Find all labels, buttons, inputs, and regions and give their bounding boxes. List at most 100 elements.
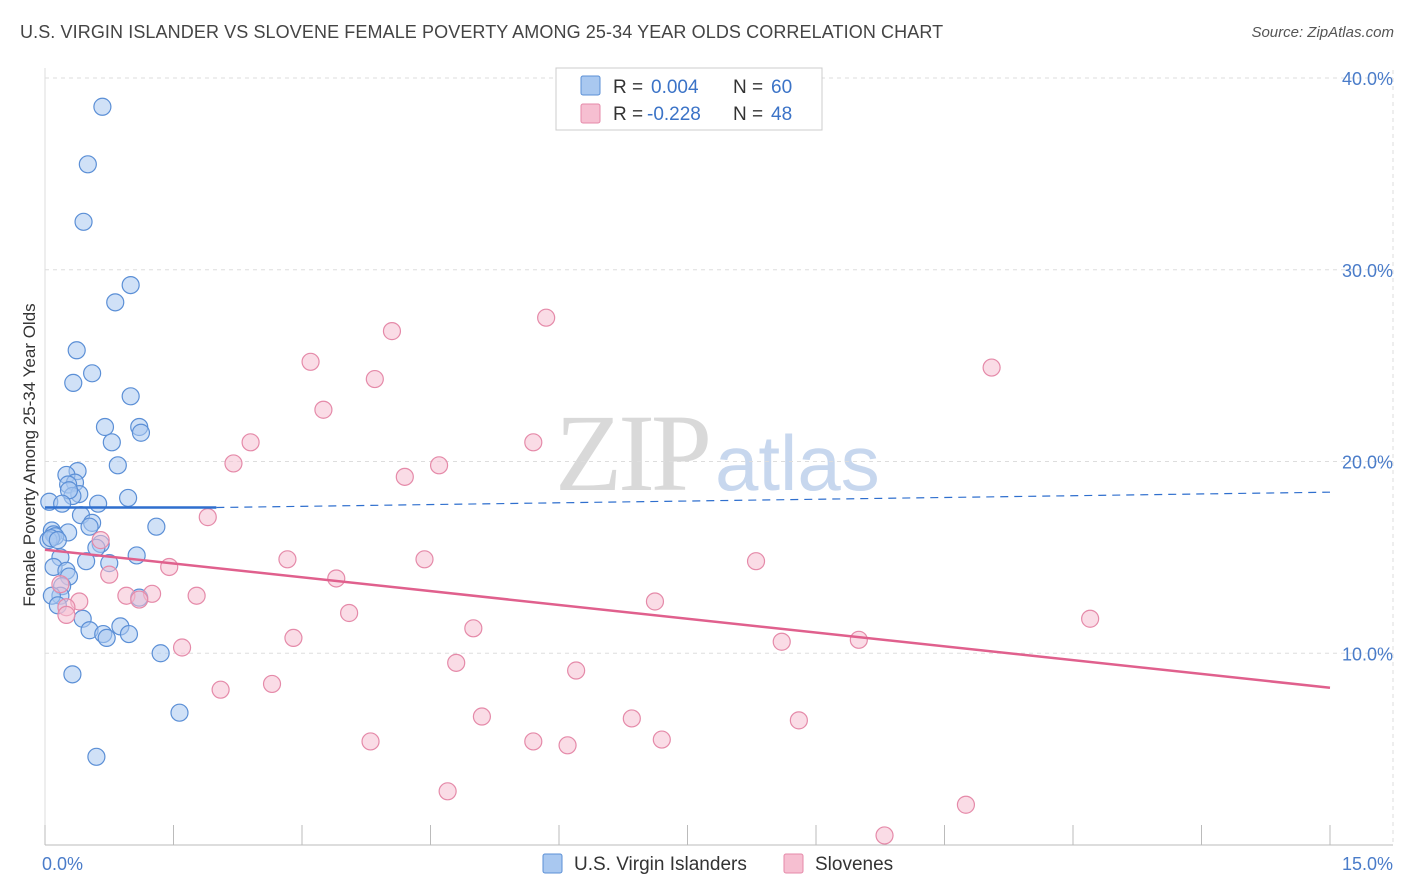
slovenes-point — [772, 632, 791, 651]
chart-source: Source: ZipAtlas.com — [1251, 24, 1394, 41]
grid-lines — [44, 68, 1394, 845]
virgin-islanders-point — [102, 433, 121, 452]
slovenes-point — [262, 674, 282, 694]
slovenes-point — [51, 575, 70, 594]
legend-n-label-blue: N = — [733, 77, 763, 98]
slovenes-point — [472, 707, 491, 726]
virgin-islanders-point — [131, 423, 151, 442]
virgin-islanders-point — [170, 703, 189, 722]
slovenes-point — [567, 661, 586, 680]
virgin-islanders-point — [89, 494, 108, 513]
virgin-islanders-point — [78, 155, 97, 174]
bottom-legend: U.S. Virgin Islanders Slovenes — [542, 853, 893, 875]
virgin-islanders-point — [121, 387, 140, 406]
virgin-islanders-point — [95, 417, 115, 437]
slovenes-point — [645, 592, 665, 611]
legend-r-label-blue: R = — [613, 77, 643, 98]
slovenes-point — [524, 433, 543, 452]
virgin-islanders-point — [121, 275, 140, 295]
virgin-islanders-point — [108, 456, 127, 475]
bottom-legend-swatch-pink — [783, 853, 804, 874]
virgin-islanders-point — [80, 517, 99, 536]
virgin-islanders-point — [77, 552, 96, 571]
legend-r-value-pink: -0.228 — [647, 104, 701, 125]
axes — [44, 825, 1393, 846]
bottom-legend-label-blue: U.S. Virgin Islanders — [574, 854, 747, 875]
virgin-islanders-point — [106, 293, 125, 312]
y-tick-label: 20.0% — [1342, 453, 1393, 473]
slovenes-point — [172, 638, 192, 657]
legend-r-label-pink: R = — [613, 104, 643, 125]
virgin-islanders-point — [93, 97, 112, 116]
legend-n-value-pink: 48 — [771, 104, 792, 125]
virgin-islanders-point — [118, 488, 138, 508]
slovenes-point — [211, 680, 230, 699]
slovenes-point — [652, 730, 671, 749]
slovenes-point — [187, 586, 206, 605]
watermark-zip: ZIP — [555, 392, 708, 514]
slovenes-point — [558, 736, 577, 755]
virgin-islanders-point — [48, 531, 67, 550]
y-axis-label: Female Poverty Among 25-34 Year Olds — [20, 303, 39, 606]
series-slovenes-points — [51, 308, 1100, 845]
slovenes-point — [622, 709, 641, 728]
y-tick-label: 40.0% — [1342, 69, 1393, 89]
slovenes-point — [524, 732, 543, 751]
slovenes-point — [1081, 609, 1100, 628]
slovenes-point — [382, 322, 402, 341]
slovenes-point — [301, 352, 320, 371]
virgin-islanders-point — [147, 517, 166, 536]
virgin-islanders-point — [97, 628, 116, 648]
slovenes-point — [130, 590, 149, 609]
legend-n-label-pink: N = — [733, 104, 763, 125]
slovenes-point — [746, 552, 766, 571]
slovenes-point — [956, 795, 976, 814]
slovenes-point — [365, 369, 384, 389]
chart-title: U.S. VIRGIN ISLANDER VS SLOVENE FEMALE P… — [20, 22, 944, 42]
slovenes-trend — [44, 548, 1331, 690]
slovenes-point — [224, 454, 243, 473]
bottom-legend-label-pink: Slovenes — [815, 854, 893, 875]
bottom-legend-swatch-blue — [542, 853, 563, 874]
slovenes-point — [982, 358, 1001, 377]
slovenes-point — [361, 732, 380, 751]
legend: R = 0.004 N = 60 R = -0.228 N = 48 — [555, 67, 823, 131]
slovenes-point — [241, 433, 260, 452]
virgin-islanders-point — [74, 212, 93, 231]
slovenes-point — [327, 569, 346, 588]
x-tick-label-min: 0.0% — [42, 854, 83, 874]
legend-swatch-blue — [580, 75, 601, 96]
trend-lines — [44, 491, 1331, 690]
slovenes-point — [160, 557, 179, 577]
slovenes-point — [789, 711, 808, 730]
slovenes-point — [340, 603, 359, 623]
slovenes-point — [464, 619, 483, 638]
y-tick-labels: 10.0% 20.0% 30.0% 40.0% — [1342, 69, 1393, 664]
virgin-islanders-point — [87, 747, 106, 766]
virgin-islanders-point — [63, 665, 82, 684]
slovenes-point — [91, 531, 110, 550]
virgin-islanders-trend-dashed — [216, 491, 1331, 509]
series-virgin-islanders-points — [39, 97, 189, 766]
x-tick-label-max: 15.0% — [1342, 854, 1393, 874]
watermark: ZIP atlas — [555, 392, 880, 514]
virgin-islanders-point — [119, 624, 139, 644]
y-tick-label: 30.0% — [1342, 261, 1393, 281]
virgin-islanders-point — [151, 644, 170, 663]
slovenes-point — [429, 456, 449, 475]
slovenes-point — [100, 565, 119, 584]
virgin-islanders-point — [83, 364, 102, 383]
virgin-islanders-point — [64, 373, 83, 392]
slovenes-point — [278, 550, 297, 569]
slovenes-point — [537, 308, 556, 327]
slovenes-point — [198, 508, 217, 527]
legend-r-value-blue: 0.004 — [651, 77, 699, 98]
slovenes-point — [57, 605, 76, 625]
slovenes-point — [284, 628, 303, 648]
legend-n-value-blue: 60 — [771, 77, 792, 98]
slovenes-point — [447, 653, 466, 672]
y-tick-label: 10.0% — [1342, 644, 1393, 664]
slovenes-point — [849, 630, 868, 649]
virgin-islanders-point — [53, 494, 72, 513]
